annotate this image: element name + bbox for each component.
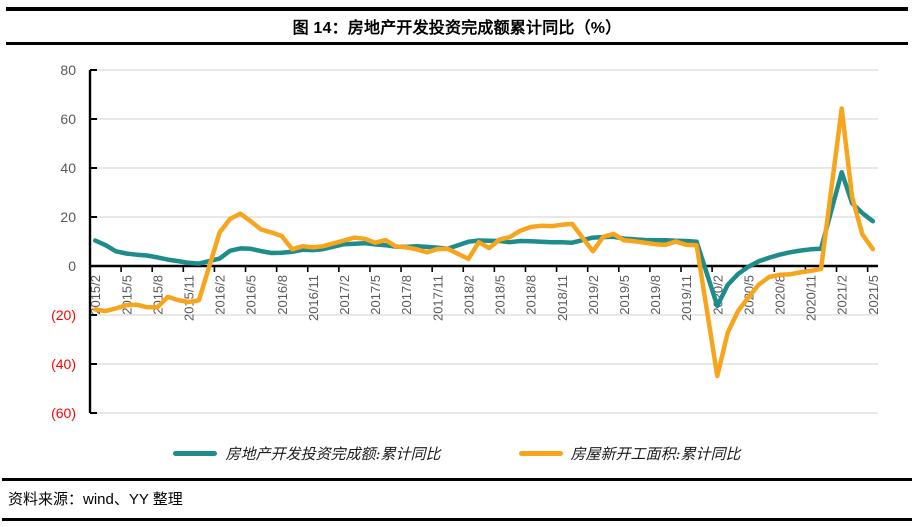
legend-item-investment: 房地产开发投资完成额:累计同比 xyxy=(173,443,441,464)
legend-swatch-teal-line xyxy=(173,451,218,456)
x-axis-label: 2017/8 xyxy=(399,275,414,315)
x-axis-label: 2016/11 xyxy=(306,275,321,321)
x-axis-label: 2015/11 xyxy=(182,275,197,321)
y-axis-label: (20) xyxy=(51,307,76,323)
y-axis-label: 80 xyxy=(60,62,76,78)
x-axis-label: 2020/2 xyxy=(710,275,725,315)
y-axis-label: (60) xyxy=(51,405,76,421)
series-line-investment xyxy=(92,169,876,309)
x-axis-label: 2018/11 xyxy=(555,275,570,321)
top-rule xyxy=(6,7,908,11)
legend-label-newstarts: 房屋新开工面积:累计同比 xyxy=(570,445,741,463)
x-axis-label: 2018/8 xyxy=(524,275,539,315)
y-axis-label: (40) xyxy=(51,356,76,372)
x-axis-label: 2018/5 xyxy=(493,275,508,315)
source-note: 资料来源：wind、YY 整理 xyxy=(8,491,183,508)
y-axis-label: 0 xyxy=(68,258,76,274)
legend-label-investment: 房地产开发投资完成额:累计同比 xyxy=(225,445,441,463)
x-axis-label: 2015/2 xyxy=(88,275,103,315)
x-axis-label: 2020/11 xyxy=(804,275,819,321)
series-line-newstarts xyxy=(92,106,876,379)
chart-title: 图 14：房地产开发投资完成额累计同比（%） xyxy=(292,20,622,37)
y-axis-label: 20 xyxy=(60,209,76,225)
y-axis-label: 40 xyxy=(60,160,76,176)
x-axis-label: 2019/11 xyxy=(679,275,694,321)
legend-item-newstarts: 房屋新开工面积:累计同比 xyxy=(518,443,741,464)
x-axis-label: 2016/8 xyxy=(275,275,290,315)
x-axis-label: 2019/2 xyxy=(586,275,601,315)
title-divider-rule xyxy=(6,42,908,45)
x-axis-label: 2021/2 xyxy=(835,275,850,315)
y-axis-label: 60 xyxy=(60,111,76,127)
x-axis-label: 2016/5 xyxy=(244,275,259,315)
x-axis-label: 2017/11 xyxy=(430,275,445,321)
legend-swatch-orange-line xyxy=(518,451,563,456)
x-axis-label: 2017/2 xyxy=(337,275,352,315)
x-axis-label: 2019/8 xyxy=(648,275,663,315)
x-axis-label: 2018/2 xyxy=(461,275,476,315)
x-axis-label: 2021/5 xyxy=(866,275,881,315)
chart-legend: 房地产开发投资完成额:累计同比 房屋新开工面积:累计同比 xyxy=(0,443,914,464)
x-axis-label: 2016/2 xyxy=(213,275,228,315)
footer-top-rule xyxy=(2,478,912,481)
footer-bottom-rule xyxy=(2,518,912,521)
x-axis-label: 2017/5 xyxy=(368,275,383,315)
x-axis-label: 2019/5 xyxy=(617,275,632,315)
x-axis-label: 2020/8 xyxy=(773,275,788,315)
